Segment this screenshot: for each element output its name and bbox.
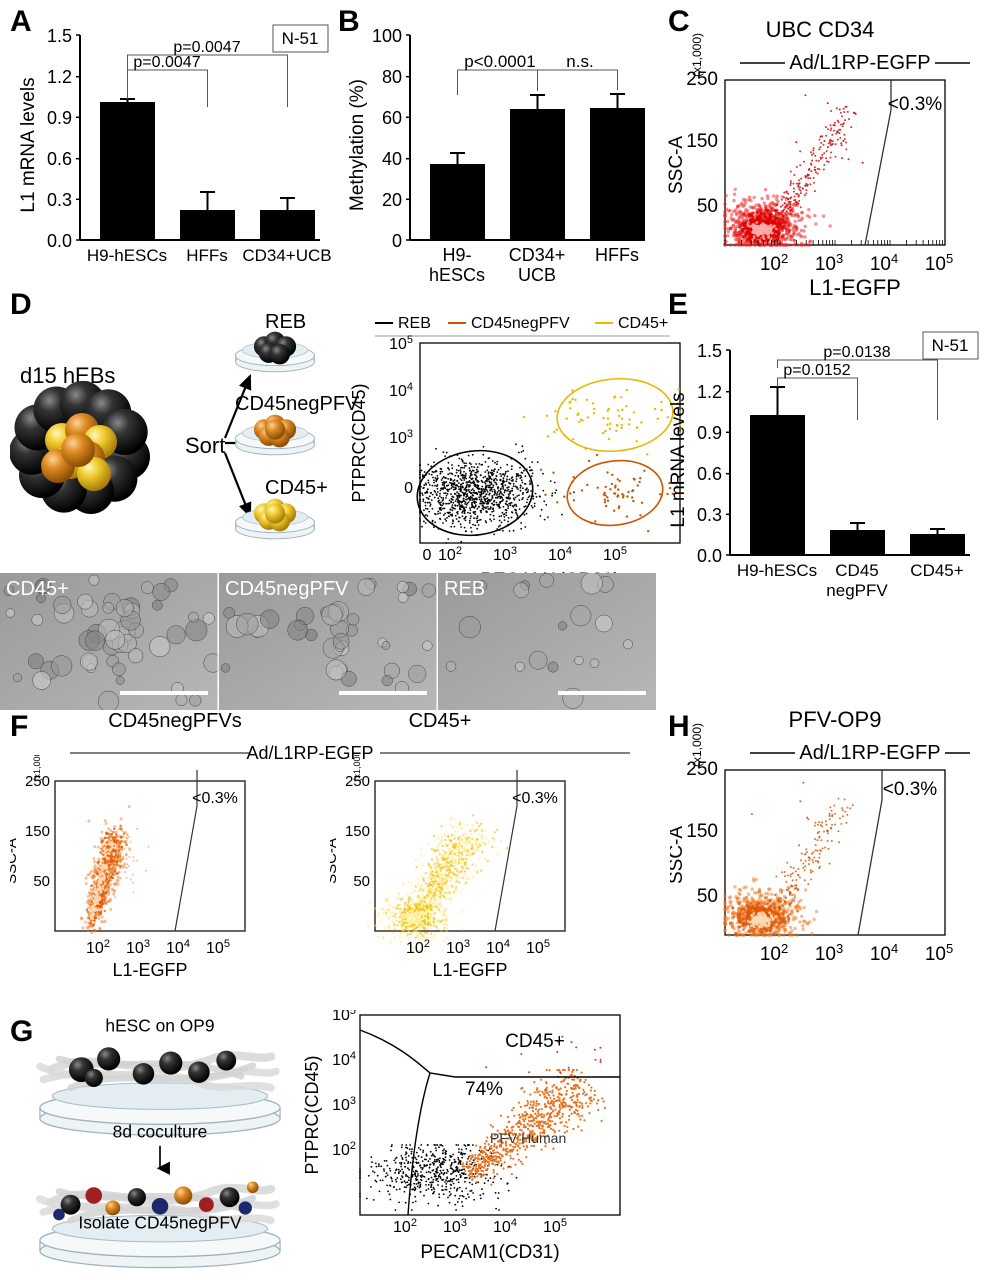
svg-text:150: 150	[25, 823, 50, 840]
svg-text:N-51: N-51	[282, 29, 319, 48]
svg-text:0: 0	[392, 231, 402, 251]
svg-text:80: 80	[382, 67, 402, 87]
svg-text:CD45+: CD45+	[409, 710, 472, 732]
svg-text:REB: REB	[398, 315, 431, 332]
svg-text:20: 20	[382, 190, 402, 210]
svg-text:104: 104	[389, 381, 413, 400]
svg-text:104: 104	[166, 938, 190, 957]
svg-text:1.5: 1.5	[47, 26, 72, 46]
svg-text:HFFs: HFFs	[595, 245, 639, 265]
svg-text:0.9: 0.9	[697, 423, 722, 443]
svg-text:100: 100	[372, 26, 402, 46]
svg-text:1.5: 1.5	[697, 341, 722, 361]
svg-text:N-51: N-51	[932, 336, 969, 355]
svg-text:1.2: 1.2	[697, 382, 722, 402]
svg-text:CD34+UCB: CD34+UCB	[242, 246, 331, 265]
svg-text:CD45: CD45	[835, 561, 878, 580]
svg-text:50: 50	[697, 196, 718, 217]
svg-text:1.2: 1.2	[47, 67, 72, 87]
svg-text:n.s.: n.s.	[566, 52, 593, 71]
svg-text:105: 105	[389, 334, 413, 353]
svg-text:REB: REB	[444, 578, 485, 600]
svg-text:H9-hESCs: H9-hESCs	[737, 561, 817, 580]
svg-text:(x1,000): (x1,000)	[690, 33, 704, 77]
svg-text:102: 102	[760, 251, 788, 276]
svg-text:Sort: Sort	[185, 433, 225, 458]
svg-text:60: 60	[382, 108, 402, 128]
svg-text:103: 103	[126, 938, 150, 957]
svg-text:<0.3%: <0.3%	[888, 94, 943, 115]
svg-text:103: 103	[389, 428, 413, 447]
svg-text:p=0.0138: p=0.0138	[823, 344, 890, 361]
svg-text:p=0.0047: p=0.0047	[133, 54, 200, 71]
svg-text:CD45+: CD45+	[6, 578, 69, 600]
svg-text:(x1,000): (x1,000)	[32, 755, 42, 782]
svg-text:CD45+: CD45+	[910, 561, 963, 580]
svg-text:0.0: 0.0	[47, 231, 72, 251]
svg-text:0.3: 0.3	[697, 505, 722, 525]
svg-text:0: 0	[404, 480, 413, 497]
svg-text:104: 104	[870, 251, 898, 276]
svg-text:150: 150	[686, 131, 718, 152]
svg-text:H9-hESCs: H9-hESCs	[87, 246, 167, 265]
svg-text:103: 103	[815, 251, 843, 276]
svg-text:L1-EGFP: L1-EGFP	[809, 275, 901, 300]
svg-text:SSC-A: SSC-A	[10, 838, 20, 884]
svg-text:0.0: 0.0	[697, 546, 722, 566]
svg-text:0.3: 0.3	[47, 190, 72, 210]
svg-text:L1-EGFP: L1-EGFP	[112, 960, 187, 980]
svg-text:102: 102	[86, 938, 110, 957]
svg-text:CD34+: CD34+	[509, 245, 566, 265]
svg-text:p=0.0047: p=0.0047	[173, 39, 240, 56]
svg-text:Methylation (%): Methylation (%)	[347, 79, 368, 211]
svg-text:CD45+: CD45+	[265, 477, 328, 499]
svg-text:CD45+: CD45+	[618, 315, 668, 332]
svg-text:H9-: H9-	[442, 245, 471, 265]
svg-text:L1 mRNA levels: L1 mRNA levels	[20, 77, 39, 212]
svg-text:SSC-A: SSC-A	[666, 136, 687, 194]
svg-text:UBC CD34: UBC CD34	[766, 17, 875, 42]
svg-text:102: 102	[438, 545, 462, 564]
svg-text:CD45negPFV: CD45negPFV	[225, 578, 349, 600]
svg-text:CD45negPFV: CD45negPFV	[471, 315, 570, 332]
svg-text:negPFV: negPFV	[826, 581, 888, 600]
svg-text:0.9: 0.9	[47, 108, 72, 128]
svg-text:d15 hEBs: d15 hEBs	[20, 363, 115, 388]
svg-text:40: 40	[382, 149, 402, 169]
svg-text:L1 mRNA levels: L1 mRNA levels	[668, 392, 689, 527]
svg-text:104: 104	[548, 545, 572, 564]
svg-text:CD45negPFVs: CD45negPFVs	[108, 710, 241, 732]
svg-text:0.6: 0.6	[697, 464, 722, 484]
svg-text:p=0.0152: p=0.0152	[783, 362, 850, 379]
svg-text:CD45negPFV: CD45negPFV	[235, 393, 359, 415]
svg-text:0: 0	[423, 547, 432, 564]
svg-text:105: 105	[925, 251, 953, 276]
svg-text:105: 105	[206, 938, 230, 957]
svg-text:103: 103	[493, 545, 517, 564]
svg-text:Ad/L1RP-EGFP: Ad/L1RP-EGFP	[789, 52, 930, 74]
svg-text:PTPRC(CD45): PTPRC(CD45)	[349, 383, 369, 502]
svg-text:HFFs: HFFs	[186, 246, 228, 265]
svg-text:50: 50	[33, 873, 50, 890]
svg-text:REB: REB	[265, 311, 306, 333]
svg-text:<0.3%: <0.3%	[192, 790, 238, 807]
svg-text:p<0.0001: p<0.0001	[464, 52, 535, 71]
svg-text:105: 105	[603, 545, 627, 564]
svg-text:0.6: 0.6	[47, 149, 72, 169]
